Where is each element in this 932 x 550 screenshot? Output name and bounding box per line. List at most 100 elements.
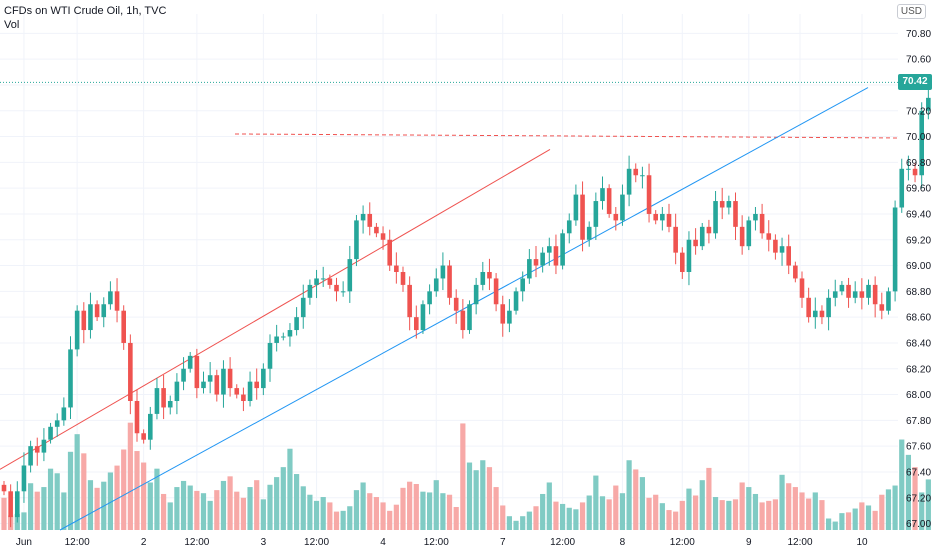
volume-bar — [480, 460, 486, 530]
volume-bar — [340, 510, 346, 530]
candle-body — [912, 168, 918, 176]
price-tick-label: 68.40 — [906, 338, 931, 349]
volume-bar — [400, 487, 406, 530]
candle-body — [201, 381, 206, 389]
volume-bar — [586, 495, 592, 530]
candle-body — [527, 259, 532, 279]
price-tick-label: 69.20 — [906, 235, 931, 246]
candle-body — [241, 394, 246, 401]
volume-bar — [294, 474, 300, 530]
volume-bar — [114, 465, 120, 530]
time-tick-label: 3 — [261, 537, 267, 548]
volume-bar — [194, 490, 200, 530]
candle-body — [633, 168, 639, 176]
volume-bar — [746, 487, 752, 530]
candle-body — [786, 246, 791, 266]
candle-body — [187, 355, 193, 369]
volume-bar — [420, 491, 426, 530]
volume-bar — [885, 489, 892, 530]
volume-bar — [240, 497, 246, 530]
candle-body — [573, 194, 579, 221]
candle-body — [753, 213, 758, 221]
candle-body — [380, 233, 386, 240]
candle-body — [513, 291, 519, 311]
volume-bar — [174, 487, 180, 530]
volume-bar — [433, 480, 439, 530]
volume-bar — [307, 494, 313, 530]
volume-bar — [300, 486, 306, 530]
candle-body — [593, 201, 599, 227]
channel-line-upper — [0, 149, 551, 470]
candle-body — [766, 233, 772, 240]
time-tick-label: 12:00 — [787, 537, 812, 548]
candle-body — [626, 168, 632, 195]
candlesticks — [1, 86, 931, 528]
candle-body — [128, 342, 133, 401]
candle-body — [101, 304, 107, 318]
volume-bar — [912, 467, 918, 530]
candle-body — [194, 355, 200, 389]
time-tick-label: 4 — [380, 537, 386, 548]
volume-bar — [613, 485, 619, 530]
volume-bar — [473, 470, 479, 530]
candle-body — [487, 272, 492, 279]
volume-bar — [267, 484, 273, 530]
volume-bar — [313, 500, 320, 530]
candle-body — [886, 291, 891, 311]
price-tick-label: 69.00 — [906, 261, 931, 272]
volume-bar — [260, 499, 266, 530]
volume-bar — [925, 479, 931, 530]
volume-bar — [34, 491, 40, 530]
volume-bar — [200, 493, 207, 530]
volume-bar — [872, 510, 878, 530]
volume-bar — [832, 521, 838, 530]
candle-body — [340, 291, 346, 293]
last-price-badge: 70.42 — [898, 74, 932, 91]
volume-label: Vol — [4, 19, 20, 31]
volume-bar — [513, 520, 519, 530]
price-tick-label: 70.60 — [906, 55, 931, 66]
time-tick-label: Jun — [16, 537, 32, 548]
drawing-lines[interactable] — [0, 81, 899, 531]
candle-body — [473, 284, 479, 305]
price-axis[interactable]: 70.8070.6070.4070.2070.0069.8069.6069.40… — [906, 29, 931, 530]
volume-bar — [81, 453, 87, 530]
volume-bar — [187, 485, 193, 530]
price-tick-label: 67.00 — [906, 519, 931, 530]
price-tick-label: 70.80 — [906, 29, 931, 40]
volume-bar — [393, 504, 399, 530]
candle-body — [699, 226, 705, 247]
volume-bar — [666, 510, 672, 530]
candle-body — [580, 194, 585, 240]
time-axis[interactable]: Jun 12:00 2 12:00 3 12:00 4 12:00 7 12:00 8 12:00 9 1… — [16, 537, 868, 548]
volume-bar — [905, 454, 911, 530]
volume-bar — [626, 460, 632, 530]
candle-body — [447, 265, 452, 298]
volume-bar — [679, 500, 685, 530]
candle-body — [414, 317, 419, 331]
volume-bar — [633, 469, 639, 530]
volume-bar — [712, 497, 719, 530]
volume-bar — [726, 500, 732, 530]
volume-bar — [699, 480, 705, 530]
candle-body — [726, 201, 732, 208]
volume-bar — [427, 492, 433, 530]
volume-bar — [739, 482, 745, 530]
volume-bar — [287, 448, 293, 530]
candle-body — [360, 213, 366, 221]
currency-button[interactable]: USD — [896, 4, 926, 19]
price-tick-label: 69.40 — [906, 209, 931, 220]
volume-bar — [852, 508, 858, 530]
volume-bar — [919, 492, 925, 530]
candle-body — [234, 388, 240, 395]
price-tick-label: 69.80 — [906, 158, 931, 169]
volume-bar — [706, 467, 712, 530]
candle-body — [141, 433, 146, 440]
price-tick-label: 69.60 — [906, 184, 931, 195]
candle-body — [74, 310, 80, 350]
volume-bar — [752, 493, 759, 530]
volume-bar — [214, 490, 220, 530]
volume-bar — [506, 516, 512, 530]
candle-body — [859, 291, 865, 298]
